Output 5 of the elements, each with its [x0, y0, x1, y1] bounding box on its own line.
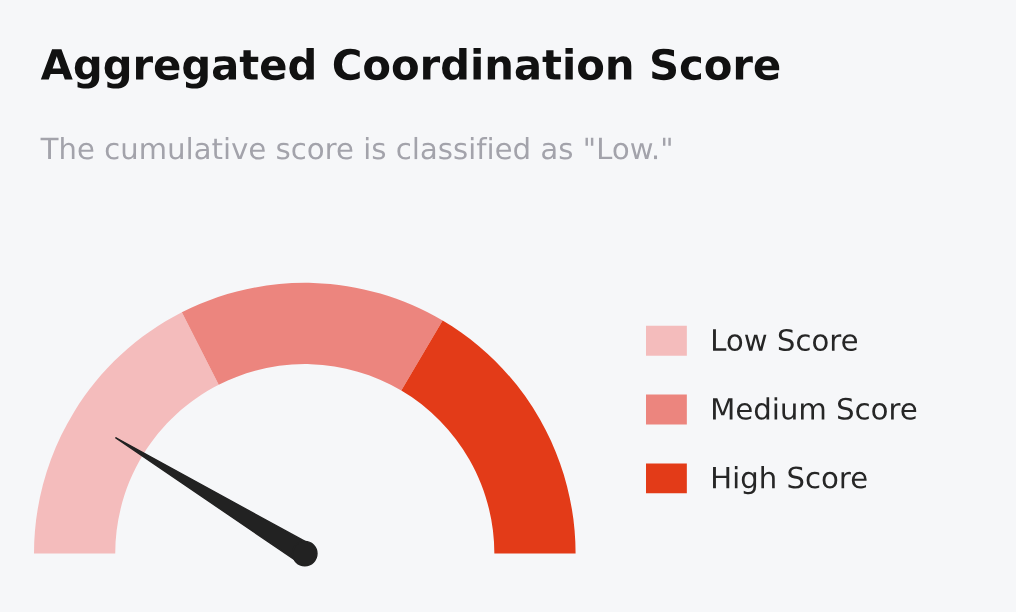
- legend-label: High Score: [713, 466, 867, 495]
- legend-label: Medium Score: [713, 397, 917, 420]
- chart-subtitle: The cumulative score is classified as "Low.": [40, 136, 671, 160]
- chart-title: Aggregated Coordination Score: [40, 47, 780, 89]
- legend-label: Low Score: [713, 328, 858, 352]
